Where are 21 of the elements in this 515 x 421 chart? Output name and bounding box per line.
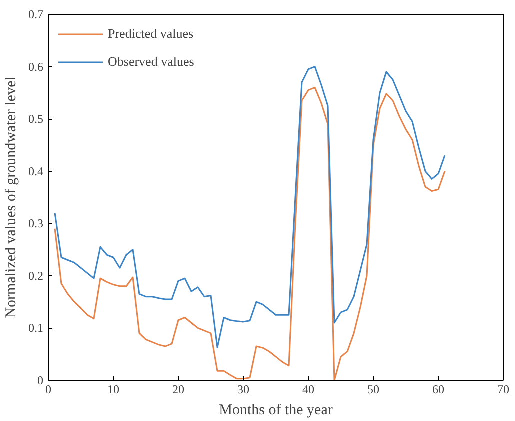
y-tick-label: 0.3 — [28, 216, 44, 231]
line-series — [54, 86, 446, 380]
legend-label: Predicted values — [108, 26, 194, 42]
x-tick-label: 60 — [432, 382, 444, 396]
x-tick-label: 30 — [238, 382, 250, 396]
y-axis-title: Normalized values of groundwater level — [4, 76, 20, 318]
legend-label: Observed values — [108, 54, 194, 70]
x-tick-label: 70 — [498, 382, 510, 396]
y-tick-label: 0.7 — [28, 8, 44, 22]
y-tick-label: 0.1 — [28, 321, 44, 336]
x-axis-title: Months of the year — [219, 402, 333, 418]
x-tick-label: 10 — [108, 382, 120, 396]
line-series — [54, 66, 446, 348]
y-tick-label: 0.2 — [28, 268, 44, 283]
x-tick-label: 50 — [368, 382, 380, 396]
y-tick-label: 0.4 — [28, 164, 44, 178]
y-tick-label: 0 — [38, 374, 44, 388]
y-tick-label: 0.5 — [28, 112, 44, 126]
x-tick-label: 40 — [302, 382, 314, 396]
y-tick-label: 0.6 — [28, 60, 44, 74]
x-tick-label: 20 — [172, 382, 184, 396]
